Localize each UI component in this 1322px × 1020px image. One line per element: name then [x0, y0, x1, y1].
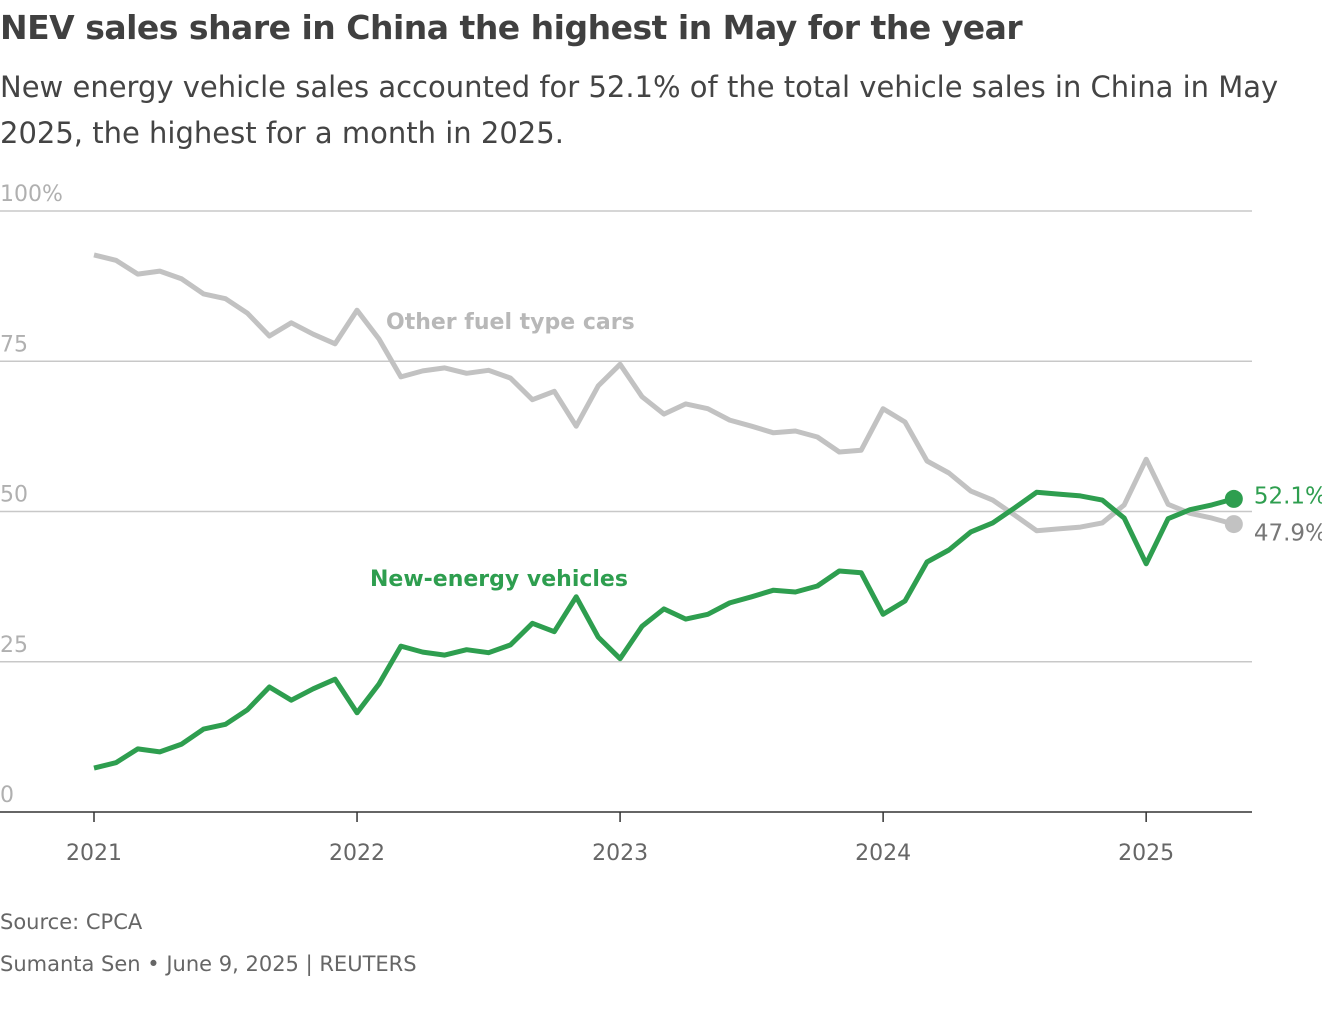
chart-title: NEV sales share in China the highest in … — [0, 8, 1023, 47]
series-line — [93, 489, 1235, 771]
end-point — [1224, 515, 1243, 534]
series-label: New-energy vehicles — [370, 567, 628, 592]
end-point — [1224, 489, 1243, 508]
x-tick-label: 2025 — [1118, 841, 1174, 866]
source: Source: CPCA — [0, 910, 143, 934]
value-label: 47.9% — [1254, 521, 1322, 547]
x-tick-label: 2021 — [66, 841, 122, 866]
y-tick-label: 50 — [0, 483, 28, 508]
series-line — [93, 252, 1235, 534]
x-tick-label: 2023 — [592, 841, 648, 866]
chart-subtitle: New energy vehicle sales accounted for 5… — [0, 70, 1279, 150]
y-tick-label: 100% — [0, 182, 63, 207]
value-label: 52.1% — [1254, 483, 1322, 509]
series-label: Other fuel type cars — [386, 310, 635, 335]
y-tick-label: 25 — [0, 633, 28, 658]
byline: Sumanta Sen • June 9, 2025 | REUTERS — [0, 952, 417, 976]
x-tick-label: 2024 — [855, 841, 911, 866]
y-tick-label: 0 — [0, 783, 14, 808]
y-tick-label: 75 — [0, 332, 28, 357]
x-tick-label: 2022 — [329, 841, 385, 866]
